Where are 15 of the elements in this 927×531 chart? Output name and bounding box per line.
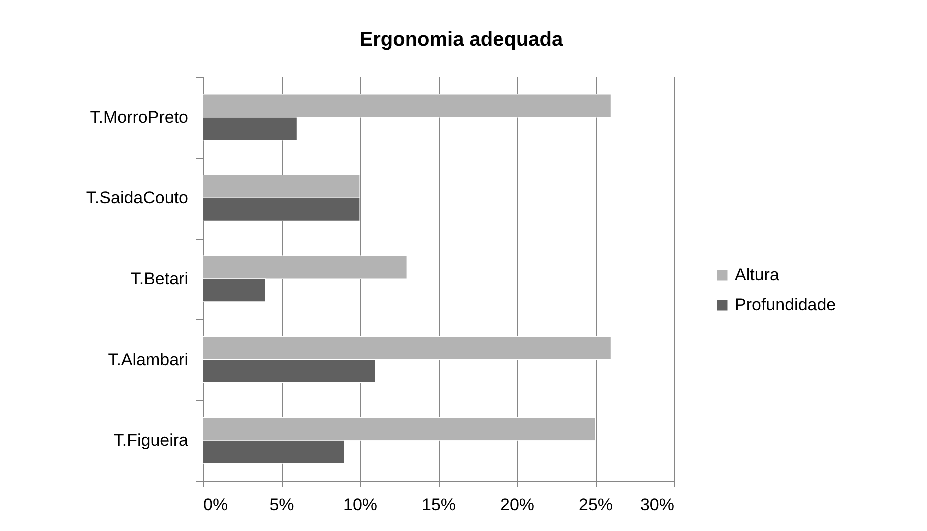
x-tick-label: 0% xyxy=(204,496,228,514)
legend-label: Altura xyxy=(735,266,780,284)
y-tick-label: T.Betari xyxy=(130,270,188,288)
x-tick-label: 5% xyxy=(270,496,294,514)
x-tick-label: 15% xyxy=(422,496,456,514)
x-tick-label: 10% xyxy=(343,496,378,514)
x-tick-label: 30% xyxy=(640,496,674,514)
y-tick-label: T.Figueira xyxy=(114,431,190,450)
chart-title: Ergonomia adequada xyxy=(360,29,564,51)
legend-label: Profundidade xyxy=(735,296,836,314)
y-tick-label: T.SaidaCouto xyxy=(86,188,188,208)
y-tick-label: T.Alambari xyxy=(108,350,188,370)
y-tick-label: T.MorroPreto xyxy=(90,108,188,127)
x-tick-label: 25% xyxy=(578,496,614,514)
x-tick-label: 20% xyxy=(500,496,535,514)
